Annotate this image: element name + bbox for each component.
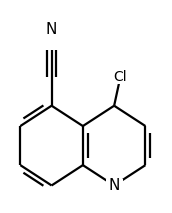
- Text: N: N: [46, 22, 57, 37]
- Text: Cl: Cl: [114, 70, 127, 84]
- FancyBboxPatch shape: [43, 22, 60, 36]
- FancyBboxPatch shape: [107, 70, 134, 84]
- Text: N: N: [109, 178, 120, 193]
- FancyBboxPatch shape: [106, 178, 123, 192]
